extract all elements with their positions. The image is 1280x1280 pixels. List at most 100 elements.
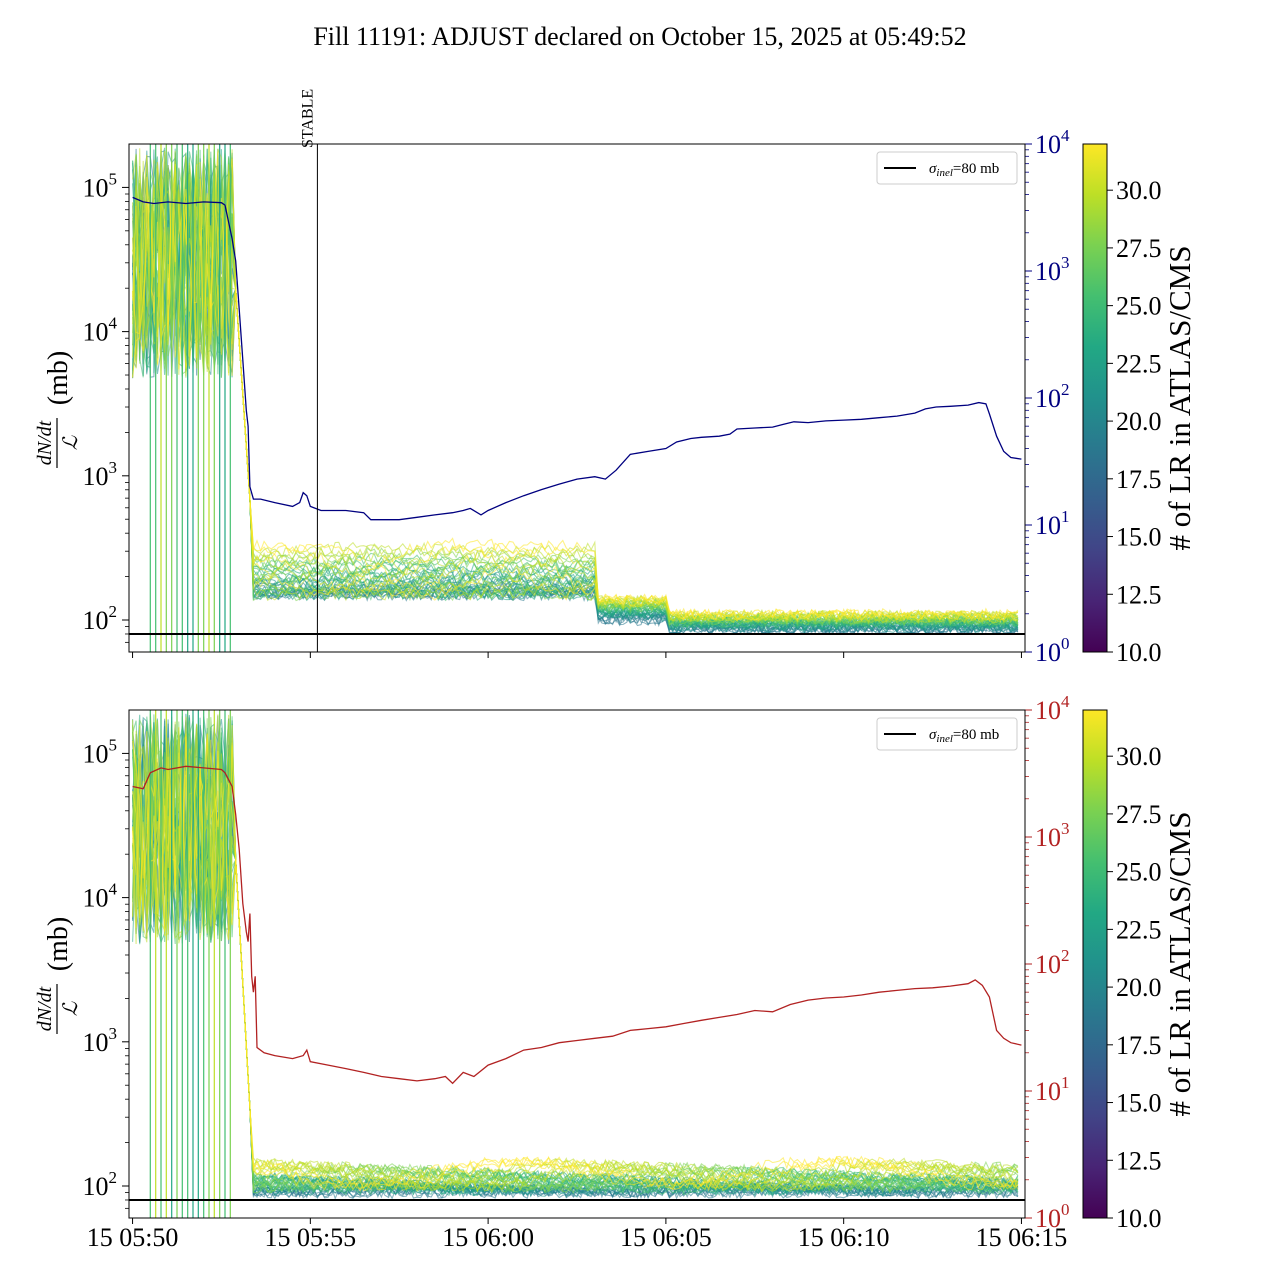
top-ylabel-unit: (mb) <box>43 351 74 405</box>
rate-band-trace <box>132 152 1019 626</box>
rate-band-trace <box>132 720 1019 1195</box>
colorbar-tick-label: 22.5 <box>1116 915 1162 944</box>
rate-band-trace <box>132 722 1019 1198</box>
rate-band-trace <box>132 157 1019 626</box>
rate-band-trace <box>132 720 1019 1197</box>
rate-band-trace <box>132 149 1019 624</box>
top-reference-lines: STABLE <box>129 89 1025 652</box>
y-tick-label: 104 <box>83 880 118 913</box>
colorbar-tick-label: 20.0 <box>1116 973 1162 1002</box>
stable-marker-label: STABLE <box>299 89 316 148</box>
rate-band-trace <box>132 150 1019 624</box>
rate-band-trace <box>132 717 1019 1195</box>
bottom-axis-ticks: 102 103 104 105 100 101 102 103 104 15 05:50 15 05… <box>83 692 1071 1252</box>
colorbar-tick-label: 30.0 <box>1116 742 1162 771</box>
rate-band-trace <box>132 730 1019 1197</box>
x-tick-label: 15 06:15 <box>976 1223 1068 1252</box>
bottom-legend: σinel=80 mb <box>876 717 1018 751</box>
rate-band-trace <box>132 150 1019 621</box>
y-tick-label: 103 <box>83 458 118 491</box>
rate-band-trace <box>132 749 1019 1195</box>
top-colorbar: 10.0 12.5 15.0 17.5 20.0 22.5 25.0 27.5 30.0 # o… <box>1082 143 1197 667</box>
rate-band-trace <box>132 713 1019 1194</box>
rate-band-trace <box>132 717 1019 1194</box>
rate-band-trace <box>132 720 1018 1197</box>
rate-band-trace <box>132 723 1019 1191</box>
rate-band-trace <box>132 182 1019 632</box>
x-tick-label: 15 06:10 <box>798 1223 890 1252</box>
rate-band-trace <box>132 733 1019 1200</box>
rate-band-trace <box>132 716 1019 1191</box>
rate-band-trace <box>132 714 1019 1197</box>
top-rate-band-traces <box>132 144 1019 652</box>
rate-band-trace <box>132 714 1019 1192</box>
rate-band-trace <box>132 716 1019 1195</box>
y-tick-label: 102 <box>83 1168 118 1201</box>
bottom-colorbar-label: # of LR in ATLAS/CMS <box>1162 812 1197 1117</box>
y2-tick-label: 103 <box>1035 819 1070 852</box>
bottom-colorbar-ticks: 10.0 12.5 15.0 17.5 20.0 22.5 25.0 27.5 30.0 <box>1107 742 1162 1233</box>
top-legend: σinel=80 mb <box>876 151 1018 185</box>
rate-band-trace <box>132 714 1019 1196</box>
y-tick-label: 102 <box>83 602 118 635</box>
bottom-ylabel-unit: (mb) <box>43 917 74 971</box>
rate-band-trace <box>132 723 1019 1199</box>
rate-band-trace <box>132 716 1019 1199</box>
y-tick-label: 105 <box>83 735 118 768</box>
colorbar-tick-label: 20.0 <box>1116 407 1162 436</box>
top-secondary-series <box>132 196 1022 521</box>
rate-band-trace <box>132 719 1019 1193</box>
colorbar-tick-label: 15.0 <box>1116 523 1162 552</box>
rate-band-trace <box>132 739 1019 1196</box>
rate-band-trace <box>132 715 1019 1199</box>
y2-tick-label: 103 <box>1035 253 1070 286</box>
rate-band-trace <box>132 154 1019 627</box>
rate-band-trace <box>132 148 1019 629</box>
rate-band-trace <box>132 723 1019 1200</box>
rate-band-trace <box>132 730 1019 1194</box>
rate-band-trace <box>132 737 1019 1199</box>
rate-band-trace <box>132 716 1019 1197</box>
bottom-legend-box <box>876 717 1018 751</box>
secondary-series-line <box>132 765 1022 1085</box>
bottom-panel: 102 103 104 105 100 101 102 103 104 15 05:50 15 05… <box>34 692 1197 1252</box>
rate-band-trace <box>132 715 1019 1200</box>
bottom-colorbar: 10.0 12.5 15.0 17.5 20.0 22.5 25.0 27.5 30.0 # o… <box>1082 709 1197 1233</box>
colorbar-tick-label: 27.5 <box>1116 234 1162 263</box>
top-colorbar-label: # of LR in ATLAS/CMS <box>1162 246 1197 551</box>
bottom-ylabel-denominator: ℒ <box>60 1001 82 1016</box>
figure-title: Fill 11191: ADJUST declared on October 1… <box>313 22 966 51</box>
rate-band-trace <box>132 154 1018 623</box>
rate-band-trace <box>132 716 1019 1193</box>
rate-band-trace <box>132 718 1019 1199</box>
rate-band-trace <box>132 716 1019 1194</box>
top-ylabel: dN/dt ℒ (mb) <box>34 351 82 468</box>
y2-tick-label: 104 <box>1035 126 1070 159</box>
y-tick-label: 104 <box>83 314 118 347</box>
bottom-ylabel-numerator: dN/dt <box>34 986 56 1031</box>
rate-band-trace <box>132 724 1019 1193</box>
x-tick-label: 15 05:50 <box>87 1223 179 1252</box>
bottom-rate-band-traces <box>132 710 1019 1218</box>
rate-band-trace <box>132 715 1019 1194</box>
y2-tick-label: 100 <box>1035 1200 1070 1233</box>
rate-band-trace <box>132 741 1019 1193</box>
colorbar-tick-label: 25.0 <box>1116 858 1162 887</box>
top-colorbar-ticks: 10.0 12.5 15.0 17.5 20.0 22.5 25.0 27.5 30.0 <box>1107 176 1162 667</box>
top-ylabel-denominator: ℒ <box>60 435 82 450</box>
rate-band-trace <box>132 159 1019 625</box>
y-tick-label: 105 <box>83 169 118 202</box>
colorbar-tick-label: 17.5 <box>1116 1031 1162 1060</box>
secondary-series-line <box>132 196 1022 521</box>
colorbar-tick-label: 12.5 <box>1116 580 1162 609</box>
rate-band-trace <box>132 161 1018 621</box>
top-axis-ticks: 102 103 104 105 100 101 102 103 104 <box>83 126 1071 667</box>
bottom-ylabel: dN/dt ℒ (mb) <box>34 917 82 1034</box>
x-tick-label: 15 06:00 <box>442 1223 534 1252</box>
top-legend-entry: σinel=80 mb <box>929 161 999 179</box>
rate-band-trace <box>132 725 1019 1194</box>
rate-band-trace <box>132 155 1019 627</box>
colorbar-tick-label: 10.0 <box>1116 638 1162 667</box>
bottom-axes-frame <box>128 709 1026 1219</box>
